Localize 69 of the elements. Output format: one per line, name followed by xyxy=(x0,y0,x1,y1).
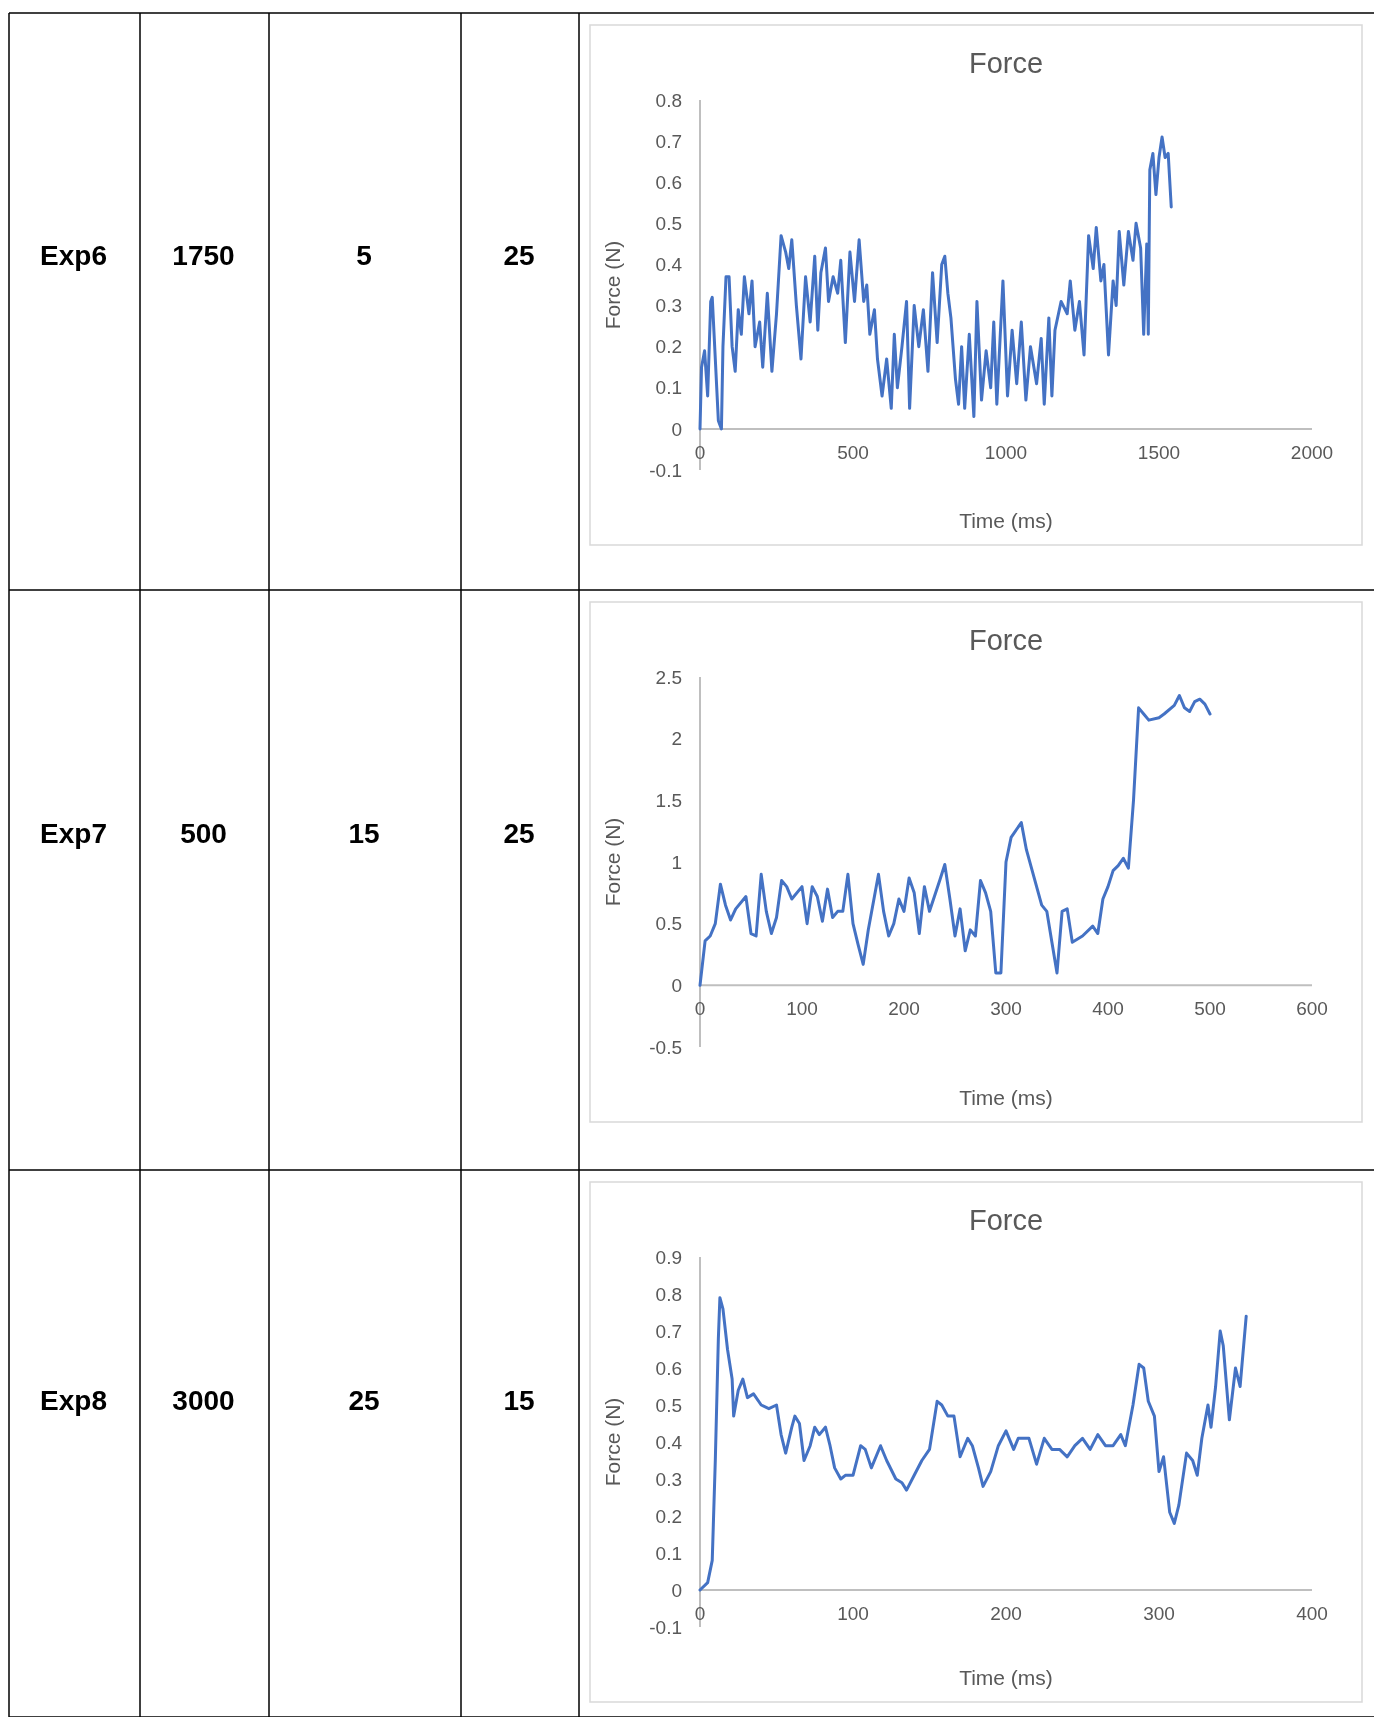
text: 15 xyxy=(348,818,380,850)
x-axis-title: Time (ms) xyxy=(959,509,1053,532)
y-tick-label: 0.3 xyxy=(655,1468,682,1490)
y-tick-label: 0.7 xyxy=(655,130,682,152)
text: Exp7 xyxy=(40,818,107,850)
line-series xyxy=(698,1296,1248,1592)
y-axis-title: Force (N) xyxy=(601,1397,624,1487)
y-tick-label: 0.5 xyxy=(655,212,682,234)
chart-title: Force xyxy=(968,1204,1044,1236)
text: 3000 xyxy=(172,1384,235,1416)
line-series xyxy=(698,135,1173,431)
y-tick-label: -0.5 xyxy=(649,1036,682,1058)
y-tick-label: 0.1 xyxy=(655,377,682,399)
x-tick-label: 100 xyxy=(786,998,818,1020)
text: Exp6 xyxy=(40,240,107,272)
y-tick-label: 0.5 xyxy=(655,913,682,935)
x-tick-label: 300 xyxy=(1143,1603,1175,1624)
y-tick-label: 0 xyxy=(671,1579,682,1601)
y-axis-title: Force (N) xyxy=(601,240,624,330)
y-tick-label: 0 xyxy=(671,418,682,440)
chart-title: Force xyxy=(968,47,1044,79)
x-tick-label: 1000 xyxy=(984,441,1028,463)
y-tick-label: 0.2 xyxy=(655,1505,682,1527)
y-tick-label: 0.1 xyxy=(655,1542,682,1564)
x-tick-label: 0 xyxy=(694,1603,706,1624)
x-tick-label: 0 xyxy=(694,441,706,463)
text: Exp8 xyxy=(40,1384,107,1416)
x-tick-label: 0 xyxy=(694,998,706,1020)
y-tick-label: 0.8 xyxy=(655,89,682,111)
x-tick-label: 400 xyxy=(1296,1603,1328,1624)
y-tick-label: 0.3 xyxy=(655,295,682,317)
text: 500 xyxy=(180,818,227,850)
x-tick-label: 1500 xyxy=(1137,441,1181,463)
chart-title: Force xyxy=(968,624,1044,656)
text: 25 xyxy=(503,240,535,272)
y-tick-label: 0.5 xyxy=(655,1394,682,1416)
x-tick-label: 200 xyxy=(888,998,920,1020)
y-tick-label: -0.1 xyxy=(649,459,682,481)
y-tick-label: 1.5 xyxy=(655,789,682,811)
x-tick-label: 2000 xyxy=(1290,441,1334,463)
y-tick-label: 0.6 xyxy=(655,1357,682,1379)
x-tick-label: 500 xyxy=(837,441,869,463)
y-tick-label: 2.5 xyxy=(655,666,682,688)
y-axis-title: Force (N) xyxy=(601,817,624,907)
text: 15 xyxy=(503,1384,535,1416)
x-tick-label: 600 xyxy=(1296,998,1328,1020)
y-tick-label: 1 xyxy=(671,851,682,873)
x-tick-label: 100 xyxy=(837,1603,869,1624)
text: 1750 xyxy=(172,240,235,272)
x-tick-label: 300 xyxy=(990,998,1022,1020)
y-tick-label: 0.8 xyxy=(655,1283,682,1305)
line-series xyxy=(698,694,1212,987)
y-tick-label: 0.6 xyxy=(655,171,682,193)
y-tick-label: -0.1 xyxy=(649,1616,682,1638)
text: 5 xyxy=(356,240,372,272)
x-tick-label: 500 xyxy=(1194,998,1226,1020)
x-tick-label: 400 xyxy=(1092,998,1124,1020)
y-tick-label: 0.9 xyxy=(655,1246,682,1268)
y-tick-label: 0 xyxy=(671,974,682,996)
y-tick-label: 0.4 xyxy=(655,254,683,276)
text: 25 xyxy=(348,1384,380,1416)
text: 25 xyxy=(503,818,535,850)
y-tick-label: 2 xyxy=(671,728,682,750)
y-tick-label: 0.7 xyxy=(655,1320,682,1342)
x-axis-title: Time (ms) xyxy=(959,1666,1053,1689)
y-tick-label: 0.2 xyxy=(655,336,682,358)
x-axis-title: Time (ms) xyxy=(959,1086,1053,1109)
y-tick-label: 0.4 xyxy=(655,1431,683,1453)
x-tick-label: 200 xyxy=(990,1603,1022,1624)
